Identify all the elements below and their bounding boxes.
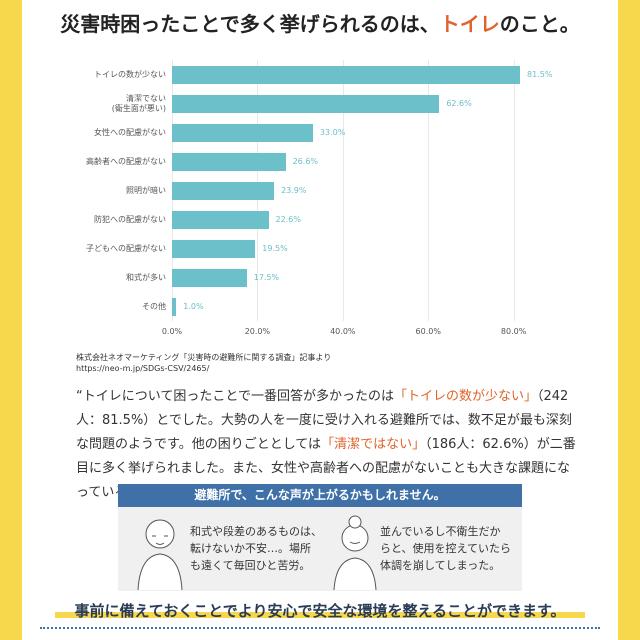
title-part: 災害時困ったことで多く挙げられるのは、	[60, 12, 440, 36]
text: （242人：81.5%）とでした。大勢の人を一度に受け入れる避難所では、数不足が…	[76, 389, 572, 452]
category-label: 子どもへの配慮がない	[86, 243, 166, 253]
highlight: 「清潔ではない」	[321, 437, 426, 452]
source: 株式会社ネオマーケティング「災害時の避難所に関する調査」記事より	[76, 353, 332, 362]
value-label: 19.5%	[262, 243, 288, 253]
category-label: トイレの数が少ない	[94, 69, 166, 79]
value-label: 26.6%	[292, 156, 319, 166]
x-tick-label: 60.0%	[415, 327, 441, 336]
bar	[172, 297, 177, 316]
category-label: 和式が多い	[126, 272, 166, 282]
chart: 0.0% 20.0% 40.0% 60.0% 80.0% トイレの数が少ない 81.5% 清潔…	[86, 60, 553, 336]
title: 災害時困ったことで多く挙げられるのは、トイレのこと。	[0, 8, 640, 37]
value-label: 33.0%	[319, 127, 346, 137]
voices-heading: 避難所で、こんな声が上がるかもしれません。	[118, 484, 522, 507]
x-tick-label: 20.0%	[244, 327, 271, 336]
bar	[172, 239, 256, 258]
voice-quote: 並んでいるし不衛生だか らと、使用を控えていたら 体調を崩してしまった。	[380, 525, 512, 572]
underline	[55, 612, 585, 618]
category-label: 照明が暗い	[126, 185, 166, 195]
bar	[172, 123, 313, 142]
x-tick-label: 0.0%	[161, 327, 183, 336]
category-label: 高齢者への配慮がない	[86, 156, 166, 166]
bar	[172, 65, 521, 84]
voices-box	[118, 507, 522, 591]
value-label: 17.5%	[253, 272, 280, 282]
voice-quote: 和式や段差のあるものは、 転けないか不安…。場所 も遠くて毎回ひと苦労。	[190, 525, 322, 572]
divider	[40, 627, 600, 629]
footer-text: 事前に備えておくことでより安心で安全な環境を整えることができます。	[74, 602, 566, 620]
text: “トイレについて困ったことで一番回答が多かったのは	[76, 389, 394, 404]
value-label: 23.9%	[281, 185, 307, 195]
title-part: のこと。	[499, 12, 580, 36]
x-tick-label: 40.0%	[330, 327, 356, 336]
bar	[172, 94, 440, 113]
value-label: 22.6%	[275, 214, 301, 224]
value-label: 81.5%	[527, 69, 553, 79]
paragraph: “トイレについて困ったことで一番回答が多かったのは「トイレの数が少ない」（242…	[76, 385, 576, 505]
grid-line	[342, 60, 344, 321]
x-tick-label: 80.0%	[500, 327, 527, 336]
bar	[172, 268, 247, 287]
grid-line	[513, 60, 515, 321]
bar	[172, 152, 286, 171]
value-label: 62.6%	[446, 98, 472, 108]
elder-man-icon	[137, 519, 183, 590]
category-label: 清潔でない (衛生面が悪い)	[111, 93, 166, 113]
title-highlight: トイレ	[439, 12, 500, 36]
value-label: 1.0%	[183, 301, 204, 311]
source-url: https://neo-m.jp/SDGs-CSV/2465/	[76, 364, 210, 373]
category-label: 防犯への配慮がない	[94, 214, 166, 224]
category-label: その他	[142, 301, 166, 311]
bar	[172, 181, 275, 200]
bar	[172, 210, 269, 229]
highlight: 「トイレの数が少ない」	[393, 389, 537, 404]
grid-line	[428, 60, 430, 321]
category-label: 女性への配慮がない	[94, 127, 166, 137]
woman-icon	[333, 515, 377, 590]
